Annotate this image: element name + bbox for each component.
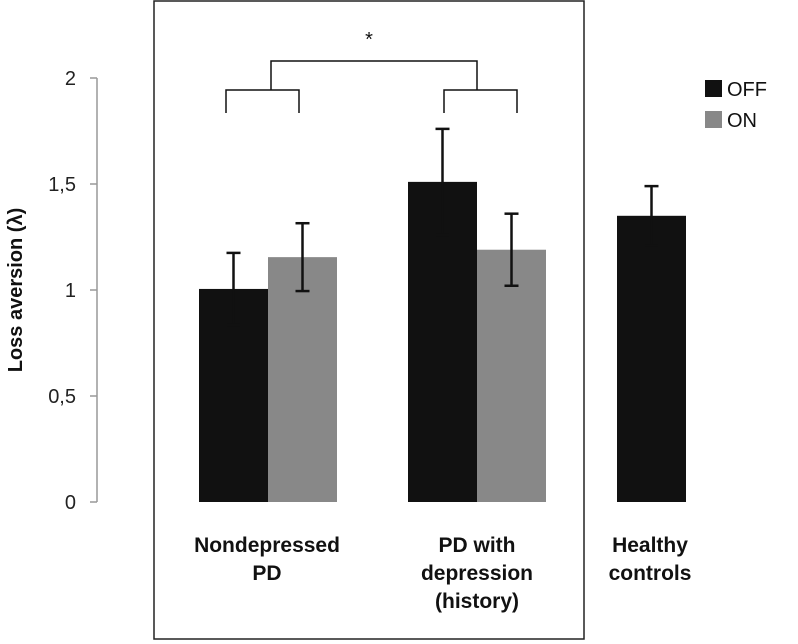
error-bar-on-0 — [295, 221, 310, 293]
y-ticks: 0 0,5 1 1,5 2 — [48, 68, 97, 514]
error-bar-on-1 — [504, 212, 519, 288]
category-label-0: Nondepressed PD — [194, 534, 340, 585]
bars — [199, 181, 686, 503]
pd-groups-frame — [153, 0, 585, 640]
significance-marker: * — [365, 29, 373, 51]
error-bar-off-0 — [226, 251, 241, 327]
bracket-between-groups — [270, 60, 478, 90]
category-label-1: PD with depression (history) — [421, 534, 533, 613]
legend-label-off: OFF — [727, 79, 767, 101]
bar-off-2 — [617, 215, 686, 503]
y-tick-label: 1,5 — [48, 174, 76, 196]
significance-brackets — [225, 60, 518, 113]
y-tick-label: 0,5 — [48, 386, 76, 408]
bar-on-0 — [268, 257, 337, 502]
y-tick-label: 1 — [65, 280, 76, 302]
bracket-nondepressed — [225, 89, 300, 113]
legend-label-on: ON — [727, 110, 757, 132]
legend-swatch-off — [705, 80, 722, 97]
error-bar-off-2 — [644, 184, 659, 247]
y-axis-label: Loss aversion (λ) — [5, 208, 27, 373]
category-label-2: Healthy controls — [609, 534, 692, 585]
bar-on-1 — [477, 249, 546, 502]
y-tick-label: 2 — [65, 68, 76, 90]
y-tick-label: 0 — [65, 492, 76, 514]
error-bar-off-1 — [435, 127, 450, 237]
bracket-depression — [443, 89, 518, 113]
category-labels: Nondepressed PD PD with depression (history)… — [194, 534, 691, 613]
legend-swatch-on — [705, 111, 722, 128]
error-bars — [226, 127, 659, 327]
legend: OFF ON — [705, 79, 767, 132]
